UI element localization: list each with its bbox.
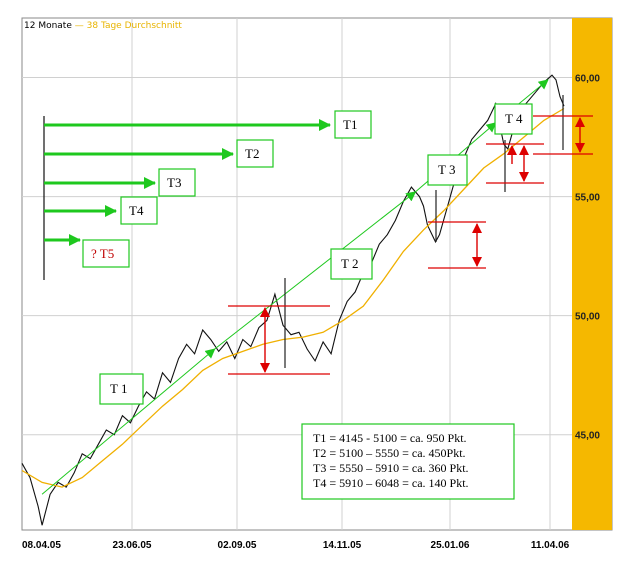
average-line — [21, 107, 565, 488]
segment-label-box — [427, 154, 468, 186]
legend-series-2: — 38 Tage Durchschnitt — [74, 21, 182, 31]
x-tick-label: 08.04.05 — [22, 540, 61, 551]
projection-label-box — [334, 110, 372, 139]
projection-label: ? T5 — [91, 246, 114, 261]
segment-label-box — [330, 248, 373, 280]
projection-label-box — [120, 196, 158, 225]
trend-line — [41, 348, 216, 495]
projection-label: T4 — [129, 203, 144, 218]
price-line — [21, 74, 565, 526]
x-tick-label: 25.01.06 — [431, 540, 470, 551]
projection-label: T3 — [167, 175, 181, 190]
trend-line — [214, 191, 417, 350]
formula-box — [301, 423, 515, 500]
projection-label-box — [82, 239, 130, 268]
legend: 12 Monate — 38 Tage Durchschnitt — [24, 21, 182, 31]
segment-label: T 3 — [438, 162, 455, 177]
segment-label: T 2 — [341, 256, 358, 271]
y-tick-label: 60,00 — [575, 74, 600, 85]
formula-line: T1 = 4145 - 5100 = ca. 950 Pkt. — [313, 431, 467, 445]
formula-line: T2 = 5100 – 5550 = ca. 450Pkt. — [313, 446, 466, 460]
x-tick-label: 02.09.05 — [218, 540, 257, 551]
y-tick-label: 45,00 — [575, 431, 600, 442]
segment-label: T 4 — [505, 111, 523, 126]
y-tick-label: 55,00 — [575, 193, 600, 204]
x-tick-label: 23.06.05 — [113, 540, 152, 551]
formula-line: T3 = 5550 – 5910 = ca. 360 Pkt. — [313, 461, 469, 475]
y-tick-label: 50,00 — [575, 312, 600, 323]
legend-series-1: 12 Monate — [24, 21, 72, 31]
projection-label: T1 — [343, 117, 357, 132]
projection-label-box — [236, 139, 274, 168]
formula-line: T4 = 5910 – 6048 = ca. 140 Pkt. — [313, 476, 469, 490]
segment-label-box — [494, 103, 533, 135]
x-tick-label: 11.04.06 — [531, 540, 570, 551]
projection-label: T2 — [245, 146, 259, 161]
segment-label: T 1 — [110, 381, 127, 396]
projection-label-box — [158, 168, 196, 197]
segment-label-box — [99, 373, 144, 405]
x-tick-label: 14.11.05 — [323, 540, 362, 551]
y-axis-panel — [572, 18, 612, 530]
